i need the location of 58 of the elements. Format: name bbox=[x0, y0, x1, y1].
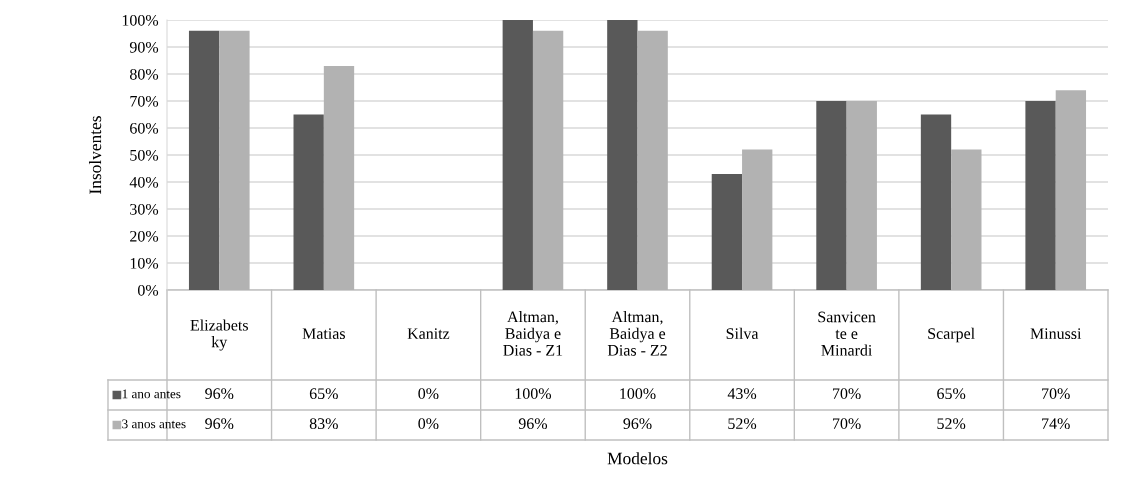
y-axis-title: Insolventes bbox=[88, 116, 102, 194]
data-label: 83% bbox=[309, 418, 338, 430]
data-label: 70% bbox=[833, 388, 861, 400]
bar bbox=[1025, 101, 1056, 290]
data-label: 74% bbox=[1042, 418, 1070, 430]
bar bbox=[607, 20, 638, 290]
y-tick-label: 70% bbox=[130, 95, 159, 107]
y-tick-label: 0% bbox=[137, 284, 159, 296]
y-tick-label: 40% bbox=[129, 176, 159, 188]
y-tick-label: 100% bbox=[122, 14, 159, 26]
y-tick-label: 20% bbox=[130, 230, 159, 242]
bar bbox=[846, 101, 877, 290]
data-label: 52% bbox=[728, 418, 757, 430]
data-label: 0% bbox=[418, 388, 439, 400]
x-tick-label: Elizabets ky bbox=[190, 319, 248, 351]
x-tick-label: Sanvicen te e Minardi bbox=[818, 311, 876, 356]
y-tick-label: 10% bbox=[130, 257, 159, 269]
data-label: 65% bbox=[937, 388, 966, 400]
legend-label: 3 anos antes bbox=[122, 419, 186, 429]
bar bbox=[502, 20, 533, 290]
y-tick-label: 30% bbox=[130, 203, 159, 215]
x-tick-label: Altman, Baidya e Dias - Z2 bbox=[607, 311, 667, 356]
data-label: 100% bbox=[515, 388, 552, 400]
bar bbox=[323, 65, 355, 290]
data-label: 96% bbox=[518, 418, 548, 430]
bar bbox=[816, 101, 847, 290]
bar bbox=[1055, 90, 1087, 290]
x-tick-label: Scarpel bbox=[928, 327, 975, 343]
text: Modelos bbox=[607, 452, 668, 465]
bar bbox=[920, 114, 952, 290]
bar bbox=[742, 149, 773, 290]
y-tick-label: 50% bbox=[130, 149, 159, 161]
data-label: 70% bbox=[833, 418, 861, 430]
data-label: 96% bbox=[205, 418, 234, 430]
data-label: 0% bbox=[418, 418, 439, 430]
x-tick-label: Altman, Baidya e Dias - Z1 bbox=[503, 311, 563, 356]
bar bbox=[951, 149, 982, 290]
bar bbox=[188, 30, 220, 290]
x-tick-label: Matias bbox=[302, 328, 345, 339]
y-tick-label: 80% bbox=[130, 68, 159, 80]
legend-label: 1 ano antes bbox=[122, 389, 181, 399]
data-label: 70% bbox=[1042, 388, 1070, 400]
data-label: 96% bbox=[205, 388, 234, 400]
data-label: 96% bbox=[623, 418, 652, 430]
bar bbox=[532, 30, 564, 290]
bar bbox=[637, 30, 668, 290]
x-tick-label: Minussi bbox=[1030, 328, 1082, 339]
x-tick-label: Kanitz bbox=[407, 328, 450, 339]
bar bbox=[219, 30, 250, 290]
data-label: 43% bbox=[727, 388, 757, 400]
bar bbox=[293, 114, 324, 290]
data-label: 52% bbox=[937, 418, 966, 430]
x-tick-label: Silva bbox=[726, 327, 759, 339]
data-label: 65% bbox=[309, 388, 338, 400]
bar bbox=[711, 173, 743, 290]
y-tick-label: 90% bbox=[129, 41, 159, 53]
y-tick-label: 60% bbox=[130, 122, 159, 134]
data-label: 100% bbox=[620, 388, 656, 400]
